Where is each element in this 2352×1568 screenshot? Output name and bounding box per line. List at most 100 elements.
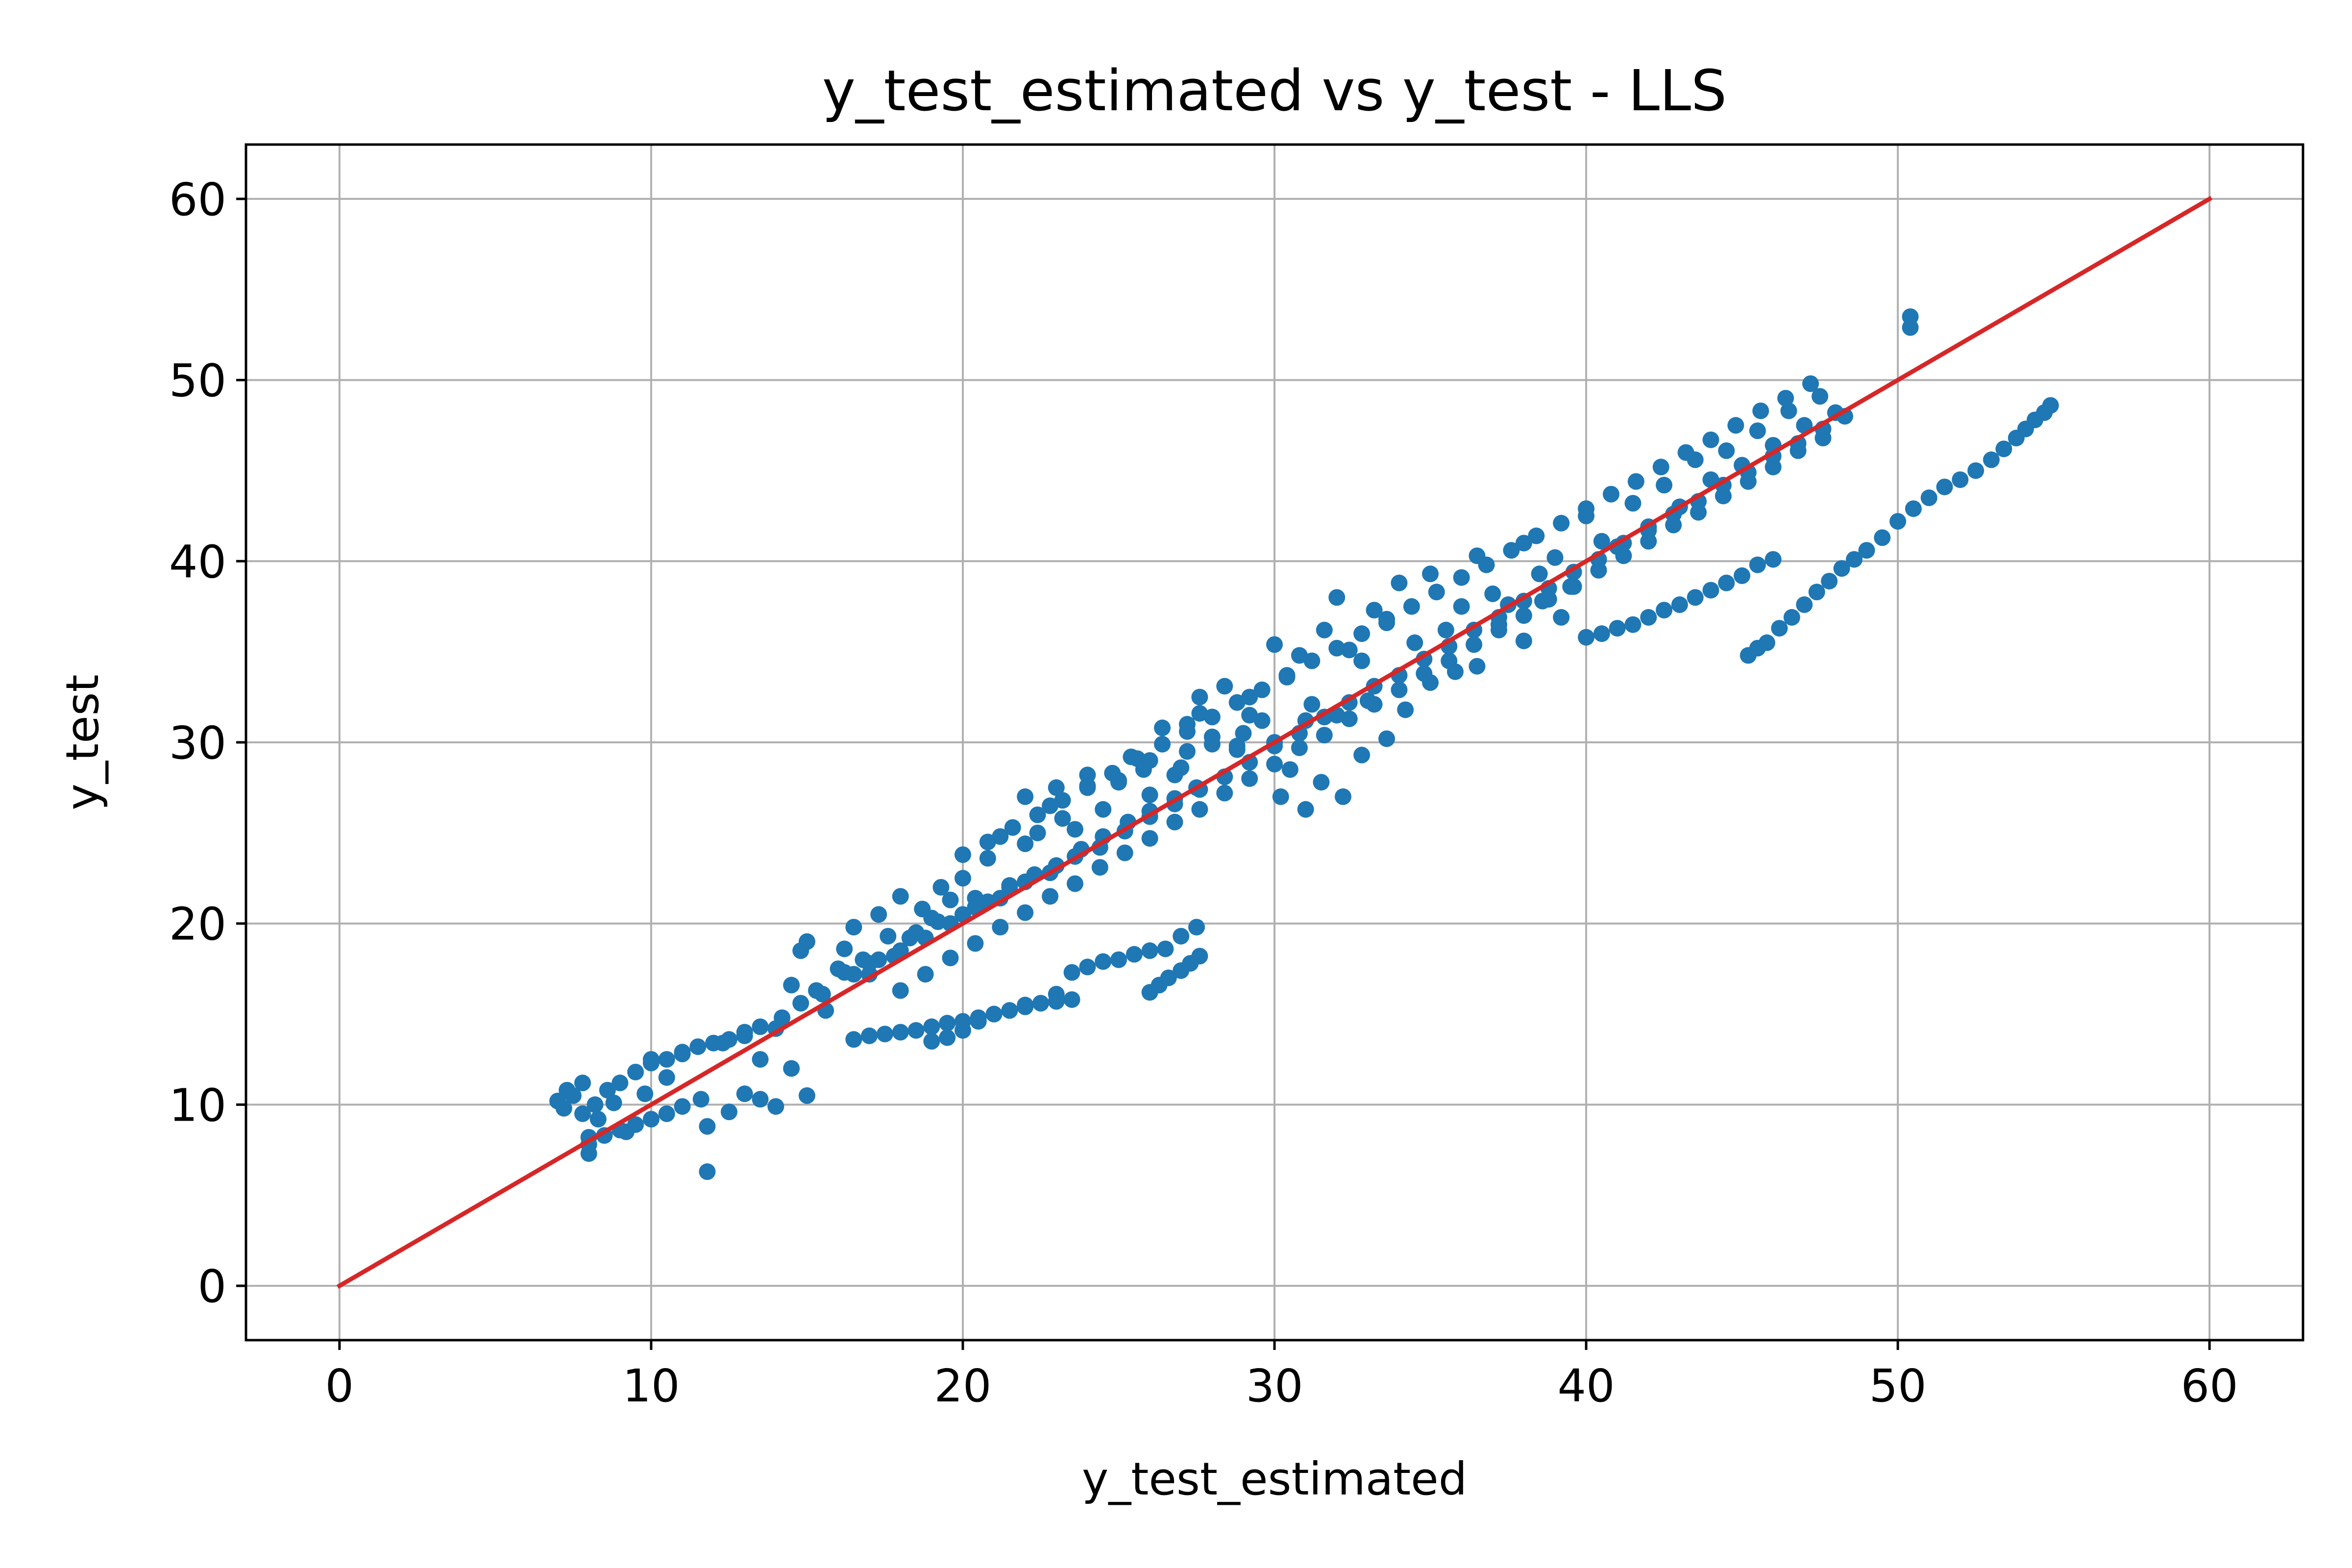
data-point xyxy=(892,982,909,999)
data-point xyxy=(1017,788,1034,805)
data-point xyxy=(1624,616,1642,633)
data-point xyxy=(1079,958,1096,976)
data-point xyxy=(1017,835,1034,853)
data-point xyxy=(939,1029,956,1046)
data-point xyxy=(574,1075,591,1092)
data-point xyxy=(574,1105,591,1122)
data-point xyxy=(876,1026,893,1043)
data-point xyxy=(1752,402,1769,419)
data-point xyxy=(1178,743,1196,760)
data-point xyxy=(1783,609,1800,626)
data-point xyxy=(1718,442,1735,459)
data-point xyxy=(1565,578,1582,595)
data-point xyxy=(979,850,996,867)
data-point xyxy=(1453,569,1470,586)
data-point xyxy=(599,1081,616,1099)
data-point xyxy=(1110,772,1127,789)
data-point xyxy=(970,1009,987,1026)
data-point xyxy=(1091,859,1108,876)
data-point xyxy=(1017,904,1034,921)
data-point xyxy=(1789,442,1807,459)
data-point xyxy=(1802,375,1819,392)
x-tick-label: 40 xyxy=(1558,1360,1615,1412)
data-point xyxy=(1391,574,1408,591)
data-points xyxy=(549,308,2059,1180)
data-point xyxy=(836,940,853,957)
data-point xyxy=(1253,712,1271,729)
data-point xyxy=(1079,766,1096,784)
data-point xyxy=(1303,652,1321,669)
data-point xyxy=(1687,589,1704,606)
data-point xyxy=(589,1110,607,1127)
data-point xyxy=(1397,701,1414,718)
data-point xyxy=(1391,681,1408,698)
data-point xyxy=(1328,639,1346,657)
data-point xyxy=(1920,489,1937,506)
data-point xyxy=(923,1018,940,1035)
data-point xyxy=(1378,611,1395,628)
data-point xyxy=(1048,993,1065,1010)
data-point xyxy=(2042,397,2059,414)
data-point xyxy=(605,1094,622,1111)
data-point xyxy=(555,1100,572,1117)
data-point xyxy=(1995,441,2012,458)
data-point xyxy=(1446,663,1464,680)
data-point xyxy=(892,1024,909,1041)
data-point xyxy=(1228,737,1246,755)
data-point xyxy=(1278,667,1296,684)
data-point xyxy=(1178,716,1196,733)
data-point xyxy=(1734,567,1751,584)
data-point xyxy=(587,1096,604,1113)
data-point xyxy=(1602,486,1619,503)
data-point xyxy=(1727,417,1744,434)
reference-line-layer xyxy=(336,196,2213,1289)
data-point xyxy=(1677,444,1694,461)
data-point xyxy=(1453,598,1470,615)
data-point xyxy=(1216,784,1233,802)
data-point xyxy=(1141,786,1158,804)
data-point xyxy=(767,1098,784,1115)
data-point xyxy=(1316,621,1333,638)
data-point xyxy=(1154,735,1171,753)
data-point xyxy=(1777,390,1794,407)
data-point xyxy=(1095,801,1112,818)
x-tick-label: 60 xyxy=(2181,1360,2238,1412)
data-point xyxy=(1780,402,1797,419)
x-tick-label: 20 xyxy=(934,1360,991,1412)
data-point xyxy=(752,1051,769,1068)
data-point xyxy=(1116,844,1133,861)
data-point xyxy=(1656,602,1673,619)
data-point xyxy=(1203,709,1221,726)
data-point xyxy=(1241,707,1258,724)
data-point xyxy=(1029,806,1046,823)
data-point xyxy=(954,870,971,887)
data-point xyxy=(720,1031,737,1048)
data-point xyxy=(917,966,934,983)
data-point xyxy=(1528,527,1545,544)
data-point xyxy=(1266,636,1283,653)
data-point xyxy=(1466,636,1483,653)
data-point xyxy=(930,913,947,930)
data-point xyxy=(1141,942,1158,959)
data-point xyxy=(845,1031,862,1048)
data-point xyxy=(1160,969,1177,986)
data-point xyxy=(1032,995,1049,1012)
data-point xyxy=(1353,625,1371,642)
data-point xyxy=(783,1060,800,1077)
data-point xyxy=(1191,801,1208,818)
data-point xyxy=(1553,514,1570,532)
data-point xyxy=(1874,529,1891,546)
data-point xyxy=(642,1110,660,1127)
data-point xyxy=(1241,770,1258,787)
y-axis-label: y_test xyxy=(56,674,109,810)
data-point xyxy=(627,1063,644,1080)
data-point xyxy=(1191,948,1208,965)
data-point xyxy=(658,1105,675,1122)
data-point xyxy=(1478,556,1495,573)
data-point xyxy=(1303,696,1321,713)
data-point xyxy=(699,1163,716,1180)
data-point xyxy=(1366,602,1383,619)
data-point xyxy=(642,1054,660,1072)
data-point xyxy=(705,1034,722,1052)
